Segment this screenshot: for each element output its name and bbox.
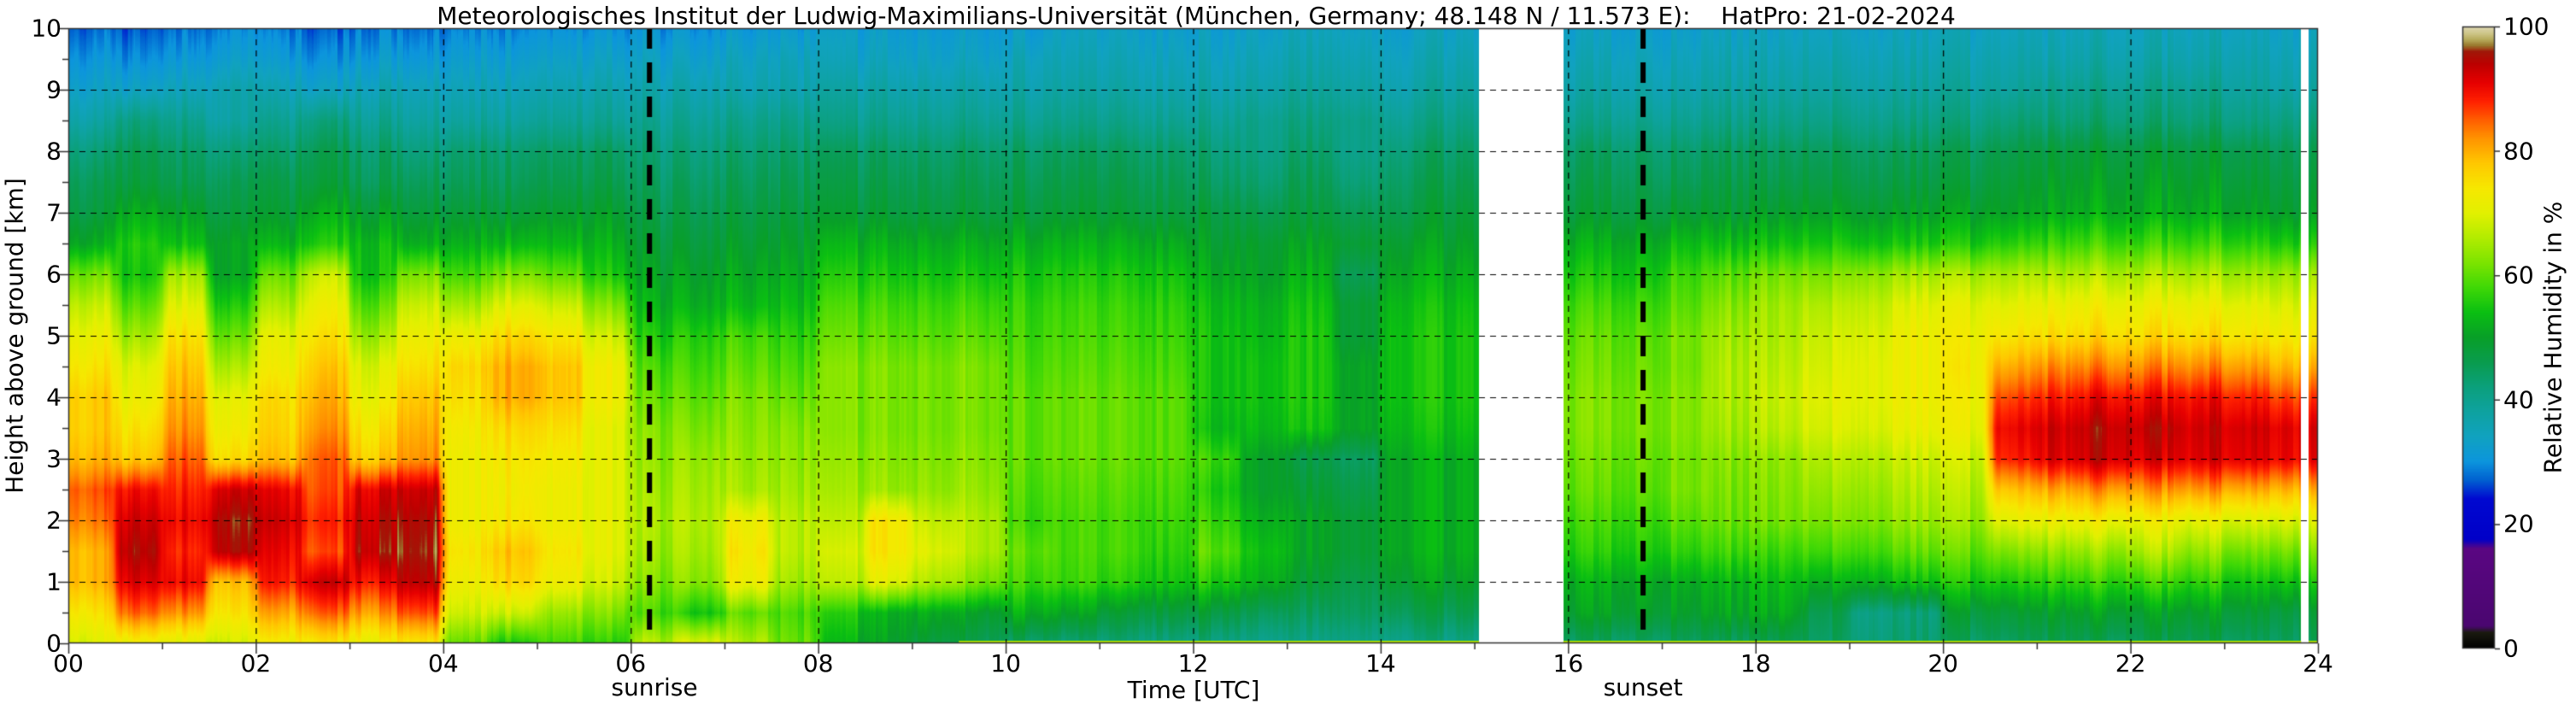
- x-tick-label: 12: [1177, 649, 1209, 678]
- x-tick-label: 08: [802, 649, 834, 678]
- y-tick-label: 4: [46, 383, 62, 412]
- x-tick-label: 04: [428, 649, 459, 678]
- y-tick-label: 2: [46, 506, 62, 535]
- x-tick-label: 10: [990, 649, 1021, 678]
- y-tick-label: 1: [46, 567, 62, 596]
- y-tick-label: 5: [46, 321, 62, 350]
- sunset-label: sunset: [1603, 673, 1683, 701]
- figure-title: Meteorologisches Institut der Ludwig-Max…: [437, 2, 1956, 30]
- y-tick-label: 0: [46, 629, 62, 658]
- x-tick-label: 18: [1740, 649, 1771, 678]
- sunrise-label: sunrise: [611, 673, 698, 701]
- x-tick-label: 20: [1928, 649, 1958, 678]
- x-tick-label: 16: [1552, 649, 1584, 678]
- x-tick-label: 22: [2115, 649, 2146, 678]
- y-axis-title: Height above ground [km]: [0, 178, 29, 494]
- x-axis-title: Time [UTC]: [1127, 676, 1260, 704]
- x-tick-label: 24: [2303, 649, 2333, 678]
- colorbar-tick-label: 100: [2503, 12, 2550, 41]
- y-tick-label: 6: [46, 260, 62, 289]
- colorbar-tick-label: 40: [2503, 385, 2534, 414]
- y-tick-label: 7: [46, 198, 62, 227]
- y-tick-label: 9: [46, 75, 62, 104]
- colorbar-tick-label: 20: [2503, 509, 2534, 538]
- y-tick-label: 8: [46, 137, 62, 166]
- x-tick-label: 14: [1365, 649, 1396, 678]
- y-tick-label: 10: [31, 14, 62, 43]
- colorbar-tick-label: 80: [2503, 137, 2534, 166]
- y-tick-label: 3: [46, 444, 62, 473]
- colorbar-tick-label: 0: [2503, 634, 2519, 663]
- x-tick-label: 06: [615, 649, 647, 678]
- colorbar-title: Relative Humidity in %: [2538, 201, 2567, 474]
- x-tick-label: 02: [240, 649, 272, 678]
- x-tick-label: 00: [53, 649, 84, 678]
- colorbar-tick-label: 60: [2503, 261, 2534, 290]
